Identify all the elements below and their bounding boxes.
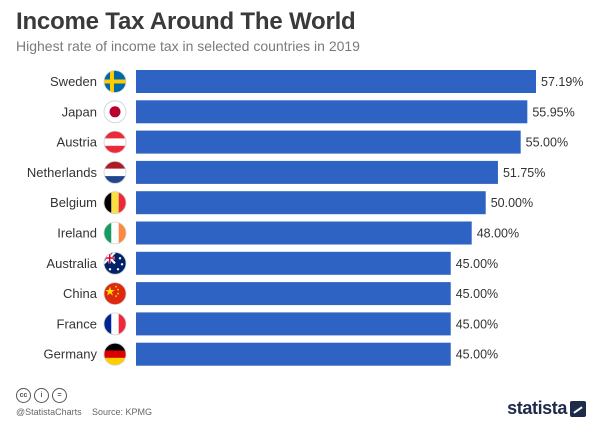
bar [136, 342, 451, 366]
value-label: 57.19% [541, 75, 583, 89]
bar [136, 70, 536, 93]
category-label: Netherlands [27, 165, 98, 180]
attribution-icon: i [34, 388, 49, 403]
bar [136, 312, 451, 336]
value-label: 50.00% [491, 196, 533, 210]
bar-row: Sweden 57.19% [50, 70, 583, 93]
value-label: 45.00% [456, 317, 498, 331]
category-label: Austria [57, 135, 98, 150]
bar-row: Austria 55.00% [57, 130, 568, 154]
category-label: Belgium [50, 195, 97, 210]
bar-row: Germany 45.00% [44, 342, 498, 366]
value-label: 45.00% [456, 257, 498, 271]
chart-subtitle: Highest rate of income tax in selected c… [16, 38, 360, 54]
category-label: Germany [44, 347, 98, 362]
bar-row: France 45.00% [57, 312, 498, 336]
statista-logo: statista [507, 398, 586, 419]
footer-source: Source: KPMG [92, 407, 153, 417]
bar-row: Belgium 50.00% [50, 191, 533, 215]
value-label: 48.00% [477, 227, 519, 241]
bar [136, 251, 451, 275]
license-icons: cc i = [16, 388, 67, 403]
category-label: Australia [46, 256, 97, 271]
bar-chart: Sweden 57.19% Japan 55.95% Austria 55.00% Neth… [27, 70, 583, 366]
germany-flag-icon [103, 342, 127, 366]
bar [136, 221, 472, 245]
value-label: 55.00% [526, 136, 568, 150]
bar-row: Japan 55.95% [62, 100, 575, 124]
bar-row: Netherlands 51.75% [27, 160, 545, 184]
netherlands-flag-icon [103, 160, 127, 184]
value-label: 51.75% [503, 166, 545, 180]
statista-mark-icon [570, 400, 586, 417]
category-label: Japan [62, 104, 97, 119]
bar-row: China 45.00% [63, 282, 498, 306]
category-label: China [63, 286, 98, 301]
bar [136, 282, 451, 306]
ireland-flag-icon [103, 221, 127, 245]
france-flag-icon [103, 312, 127, 336]
bar [136, 160, 498, 184]
japan-flag-icon [103, 100, 127, 124]
category-label: Ireland [57, 226, 97, 241]
bar-row: Australia 45.00% [46, 251, 498, 275]
belgium-flag-icon [103, 191, 127, 215]
bar-row: Ireland 48.00% [57, 221, 519, 245]
brand-text: statista [507, 398, 567, 418]
china-flag-icon [103, 282, 127, 306]
no-derivatives-icon: = [52, 388, 67, 403]
footer-handle: @StatistaCharts [16, 407, 82, 417]
value-label: 45.00% [456, 348, 498, 362]
sweden-flag-icon [103, 70, 127, 93]
creative-commons-icon: cc [16, 388, 31, 403]
category-label: Sweden [50, 74, 97, 89]
bar [136, 191, 486, 215]
bar [136, 100, 528, 124]
australia-flag-icon [103, 251, 127, 275]
austria-flag-icon [103, 130, 127, 154]
category-label: France [57, 316, 97, 331]
value-label: 55.95% [532, 105, 574, 119]
bar [136, 130, 521, 154]
value-label: 45.00% [456, 287, 498, 301]
chart-title: Income Tax Around The World [16, 8, 356, 35]
